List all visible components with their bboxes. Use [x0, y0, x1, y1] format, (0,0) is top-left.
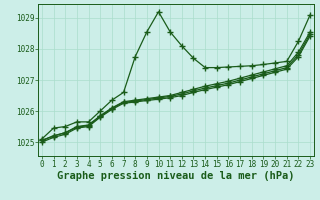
- X-axis label: Graphe pression niveau de la mer (hPa): Graphe pression niveau de la mer (hPa): [57, 171, 295, 181]
